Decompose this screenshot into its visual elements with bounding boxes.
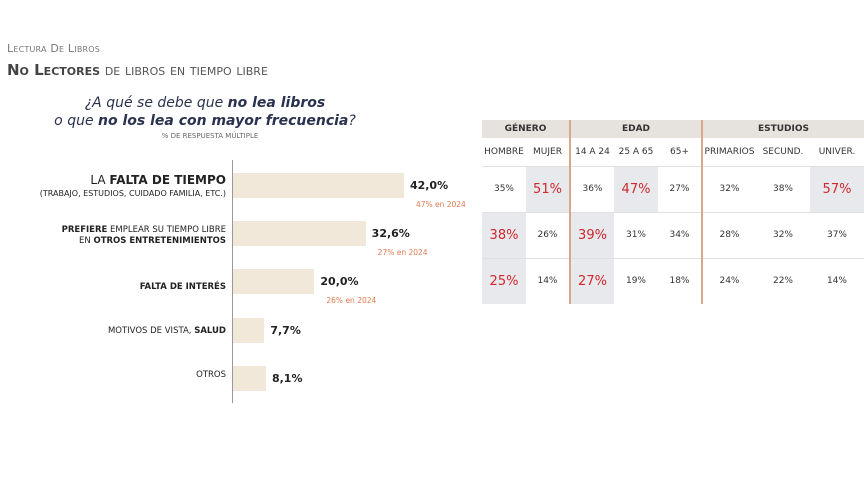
label-part: MOTIVOS DE VISTA, xyxy=(107,326,195,336)
table-cell: 37% xyxy=(810,211,864,258)
category-label: FALTA DE INTERÉS xyxy=(140,282,226,293)
column-header: 65+ xyxy=(670,146,689,157)
question: ¿A qué se debe que no lea libros o que n… xyxy=(40,94,370,130)
label-part: OTROS xyxy=(196,370,226,380)
table-cell: 57% xyxy=(810,165,864,212)
breakdown-table: GÉNERO EDAD ESTUDIOS HOMBRE MUJER 14 A 24 2… xyxy=(482,120,864,304)
q-p3: ? xyxy=(348,113,356,129)
value-label: 7,7% xyxy=(270,324,301,337)
value-label: 32,6% xyxy=(371,227,410,240)
previous-year-label: 27% en 2024 xyxy=(377,248,428,257)
table-cell: 22% xyxy=(756,257,810,304)
title-bold: No Lectores xyxy=(7,61,101,79)
label-sub: (TRABAJO, ESTUDIOS, CUIDADO FAMILIA, ETC… xyxy=(39,189,226,198)
group-header: ESTUDIOS xyxy=(701,120,864,138)
table-cell: 39% xyxy=(569,211,614,258)
table-cell: 28% xyxy=(701,211,756,258)
group-header: GÉNERO xyxy=(482,120,570,138)
bar xyxy=(233,221,366,246)
column-header: 14 A 24 xyxy=(569,138,614,166)
column-header: SECUND. xyxy=(762,146,804,157)
column-header: 25 A 65 xyxy=(618,146,654,157)
category-label: PREFIERE EMPLEAR SU TIEMPO LIBRE EN OTRO… xyxy=(62,225,226,247)
label-bold: FALTA DE INTERÉS xyxy=(139,282,226,292)
bar xyxy=(233,366,266,391)
previous-year-label: 26% en 2024 xyxy=(326,296,377,305)
category-label: OTROS xyxy=(196,370,226,381)
label-part: LA xyxy=(90,173,110,187)
page-title: No Lectores de libros en tiempo libre xyxy=(7,61,268,79)
label-bold: PREFIERE xyxy=(61,225,108,235)
column-header: HOMBRE xyxy=(484,146,524,157)
category-label: LA FALTA DE TIEMPO (TRABAJO, ESTUDIOS, C… xyxy=(40,173,226,199)
title-rest: de libros en tiempo libre xyxy=(100,61,268,79)
category-label: MOTIVOS DE VISTA, SALUD xyxy=(108,326,226,337)
value-label: 8,1% xyxy=(271,372,303,385)
table-cell: 24% xyxy=(701,257,756,304)
table-row: 38% 26% 39% 31% 34% 28% 32% 37% xyxy=(482,211,864,258)
table-cell: 38% xyxy=(482,211,526,258)
bar xyxy=(233,318,265,343)
table-row: 35% 51% 36% 47% 27% 32% 38% 57% xyxy=(482,165,864,212)
value-label: 42,0% xyxy=(409,179,449,192)
label-bold: SALUD xyxy=(194,326,226,336)
label-part: EN xyxy=(79,236,94,246)
table-cell: 14% xyxy=(810,257,864,304)
table-cell: 51% xyxy=(526,165,570,212)
table-cell: 26% xyxy=(526,211,570,258)
label-part: EMPLEAR SU TIEMPO LIBRE xyxy=(107,225,226,235)
table-cell: 31% xyxy=(614,211,658,258)
column-header: UNIVER. xyxy=(818,146,856,157)
value-label: 20,0% xyxy=(320,275,359,288)
table-cell: 19% xyxy=(614,257,658,304)
column-header: MUJER xyxy=(533,146,562,157)
bar xyxy=(233,173,404,198)
table-cell: 27% xyxy=(569,257,614,304)
kicker: Lectura De Libros xyxy=(7,42,101,55)
q-p1: ¿A qué se debe que xyxy=(84,95,228,111)
table-row: 25% 14% 27% 19% 18% 24% 22% 14% xyxy=(482,257,864,304)
q-b2: no los lea con mayor frecuencia xyxy=(98,113,349,129)
label-bold: FALTA DE TIEMPO xyxy=(109,173,226,187)
note: % DE RESPUESTA MÚLTIPLE xyxy=(161,132,259,140)
q-b1: no lea libros xyxy=(227,95,326,111)
table-cell: 35% xyxy=(482,165,526,212)
table-cell: 27% xyxy=(658,165,702,212)
previous-year-label: 47% en 2024 xyxy=(415,200,466,209)
table-cell: 47% xyxy=(614,165,658,212)
column-header: PRIMARIOS xyxy=(701,138,756,166)
group-header: EDAD xyxy=(569,120,702,138)
label-bold: OTROS ENTRETENIMIENTOS xyxy=(93,236,226,246)
table-cell: 32% xyxy=(701,165,756,212)
q-p2: o que xyxy=(54,113,99,129)
table-cell: 14% xyxy=(526,257,570,304)
table-cell: 25% xyxy=(482,257,526,304)
chart-axis xyxy=(232,160,233,403)
table-cell: 34% xyxy=(658,211,702,258)
table-cell: 32% xyxy=(756,211,810,258)
table-cell: 38% xyxy=(756,165,810,212)
table-cell: 36% xyxy=(569,165,614,212)
bar xyxy=(233,269,315,294)
table-cell: 18% xyxy=(658,257,702,304)
